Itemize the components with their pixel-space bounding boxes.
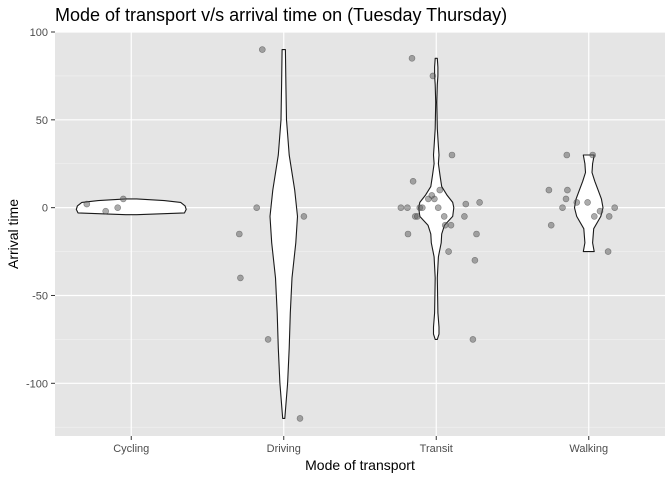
chart-title: Mode of transport v/s arrival time on (T… bbox=[55, 5, 507, 25]
data-point bbox=[397, 204, 405, 211]
data-point bbox=[461, 213, 468, 220]
data-point bbox=[236, 230, 243, 238]
data-point bbox=[545, 186, 553, 194]
data-point bbox=[83, 200, 91, 208]
x-axis-title: Mode of transport bbox=[305, 457, 415, 473]
data-point bbox=[605, 213, 613, 220]
data-point bbox=[473, 230, 480, 238]
data-point bbox=[258, 46, 266, 53]
y-tick-label: 0 bbox=[42, 203, 48, 215]
data-point bbox=[471, 256, 479, 264]
x-tick-label: Driving bbox=[267, 443, 301, 455]
data-point bbox=[114, 204, 121, 211]
data-point bbox=[589, 151, 597, 159]
data-point bbox=[562, 195, 570, 203]
data-point bbox=[264, 336, 272, 343]
y-tick-label: 100 bbox=[30, 27, 48, 39]
data-point bbox=[564, 186, 571, 194]
data-point bbox=[428, 192, 436, 199]
violin-driving bbox=[269, 49, 299, 419]
plot-panel bbox=[55, 32, 665, 436]
y-tick-label: -100 bbox=[26, 378, 48, 390]
data-point bbox=[413, 213, 421, 220]
x-tick-label: Walking bbox=[569, 443, 608, 455]
data-point bbox=[590, 213, 598, 220]
data-point bbox=[404, 204, 411, 211]
data-point bbox=[596, 207, 604, 215]
data-point bbox=[404, 230, 412, 238]
data-point bbox=[436, 186, 444, 194]
data-point bbox=[445, 248, 452, 255]
data-point bbox=[584, 199, 591, 206]
y-tick-label: -50 bbox=[32, 290, 48, 302]
data-point bbox=[447, 221, 455, 229]
data-point bbox=[300, 213, 308, 220]
data-point bbox=[440, 213, 448, 220]
data-point bbox=[448, 151, 456, 159]
y-tick-label: 50 bbox=[36, 115, 48, 127]
data-point bbox=[296, 415, 304, 422]
data-point bbox=[429, 72, 437, 80]
data-point bbox=[563, 151, 571, 159]
y-axis-title: Arrival time bbox=[5, 199, 21, 269]
data-point bbox=[441, 221, 449, 229]
data-point bbox=[434, 204, 442, 211]
data-point bbox=[611, 204, 619, 211]
data-point bbox=[120, 195, 127, 203]
data-point bbox=[409, 178, 417, 185]
data-point bbox=[462, 200, 470, 208]
data-point bbox=[476, 199, 483, 206]
data-point bbox=[573, 199, 581, 206]
data-point bbox=[408, 54, 416, 62]
data-point bbox=[469, 336, 477, 343]
data-point bbox=[559, 204, 566, 211]
data-point bbox=[237, 274, 244, 282]
axes: -100 -50 0 50 100 Cycling Driving Transit Walkin… bbox=[26, 27, 608, 455]
x-tick-label: Cycling bbox=[113, 443, 149, 455]
data-point bbox=[253, 204, 261, 211]
x-tick-label: Transit bbox=[420, 443, 453, 455]
data-point bbox=[547, 221, 555, 229]
data-point bbox=[418, 204, 426, 211]
points bbox=[83, 46, 619, 422]
violin-cycling bbox=[75, 198, 187, 216]
data-point bbox=[604, 248, 612, 255]
data-point bbox=[102, 207, 109, 215]
